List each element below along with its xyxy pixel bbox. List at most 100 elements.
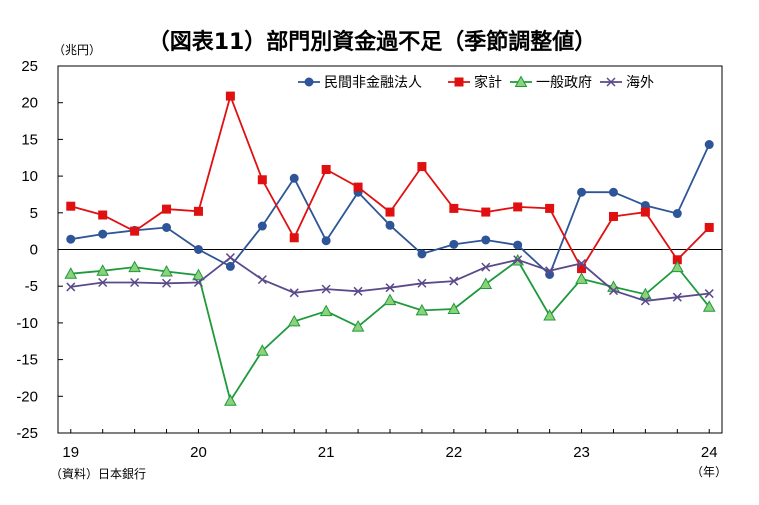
legend-marker — [514, 75, 528, 87]
data-point — [289, 233, 299, 243]
data-point — [640, 207, 650, 217]
data-point — [704, 140, 714, 150]
data-point — [449, 239, 459, 249]
data-point — [162, 278, 172, 288]
data-point — [353, 286, 363, 296]
data-point — [193, 277, 203, 288]
data-point — [577, 187, 587, 197]
data-point — [130, 226, 140, 236]
data-point — [608, 286, 618, 296]
x-tick-label: 20 — [190, 444, 207, 461]
y-tick-label: 5 — [30, 205, 38, 222]
data-point — [225, 253, 235, 263]
data-point — [513, 240, 523, 250]
data-point — [577, 264, 587, 274]
data-point — [162, 204, 172, 214]
data-point — [481, 262, 491, 272]
x-tick-label: 22 — [446, 444, 463, 461]
data-point — [289, 173, 299, 183]
data-point — [66, 201, 76, 211]
chart-title: （図表11）部門別資金過不足（季節調整値） — [148, 29, 597, 55]
x-tick-label: 19 — [62, 444, 79, 461]
data-point — [257, 221, 267, 231]
legend-marker — [304, 77, 314, 87]
data-point — [545, 266, 555, 276]
data-point — [383, 293, 397, 306]
data-point — [415, 303, 429, 316]
data-point — [257, 275, 267, 285]
data-point — [66, 282, 76, 292]
y-tick-label: -15 — [16, 352, 38, 369]
x-axis-unit: （年） — [691, 465, 727, 479]
data-point — [98, 277, 108, 288]
data-point — [96, 264, 110, 276]
data-point — [66, 234, 76, 244]
y-tick-label: 20 — [21, 95, 38, 112]
data-point — [385, 283, 395, 293]
data-point — [287, 314, 301, 327]
data-point — [449, 276, 459, 286]
data-point — [672, 255, 682, 265]
data-point — [225, 261, 235, 271]
y-tick-label: -10 — [16, 315, 38, 332]
x-tick-label: 24 — [701, 444, 718, 461]
data-point — [608, 211, 618, 221]
data-point — [672, 209, 682, 219]
data-point — [640, 296, 650, 306]
data-point — [193, 245, 203, 254]
data-point — [385, 220, 395, 230]
data-point — [608, 187, 618, 197]
data-point — [479, 277, 493, 289]
data-point — [385, 207, 395, 217]
data-point — [447, 302, 461, 314]
legend-label: 民間非金融法人 — [324, 75, 422, 91]
y-tick-label: 0 — [30, 242, 38, 259]
source-note: （資料）日本銀行 — [50, 467, 146, 481]
data-point — [575, 272, 588, 284]
data-point — [577, 258, 587, 268]
data-point — [513, 255, 523, 265]
data-point — [193, 206, 203, 216]
plot-area: 25 20 15 10 5 0 -5 -10 -15 -20 -25 19 20 21 22 23 24 — [16, 58, 723, 461]
y-tick-label: 10 — [21, 168, 38, 185]
data-point — [224, 394, 237, 406]
legend-label: 海外 — [626, 75, 654, 91]
data-point — [672, 292, 682, 302]
data-point — [639, 287, 652, 300]
y-tick-label: 15 — [21, 131, 38, 148]
data-point — [513, 202, 523, 212]
data-point — [289, 288, 299, 298]
data-point — [128, 260, 141, 273]
data-point — [162, 222, 172, 232]
data-point — [257, 175, 267, 185]
data-point — [704, 222, 714, 232]
data-point — [481, 207, 491, 217]
data-point — [702, 300, 716, 312]
data-point — [353, 182, 363, 192]
data-point — [255, 344, 269, 356]
data-point — [321, 236, 331, 246]
y-tick-label: -5 — [25, 278, 38, 295]
series-line-2 — [70, 93, 710, 271]
data-point — [64, 267, 78, 279]
data-point — [545, 203, 555, 213]
data-point — [543, 309, 556, 321]
legend-marker — [454, 77, 464, 87]
data-point — [351, 320, 365, 332]
data-point — [670, 260, 684, 273]
data-point — [417, 278, 427, 288]
x-tick-label: 21 — [318, 444, 335, 461]
data-point — [481, 235, 491, 245]
data-point — [321, 164, 331, 174]
data-point — [98, 229, 108, 239]
data-point — [704, 289, 714, 299]
data-point — [449, 203, 459, 213]
x-tick-label: 23 — [573, 444, 590, 461]
data-point — [130, 277, 140, 288]
data-point — [417, 249, 427, 259]
legend-marker — [606, 77, 616, 87]
legend-label: 一般政府 — [536, 75, 592, 91]
y-tick-label: 25 — [21, 58, 38, 75]
data-point — [192, 268, 205, 281]
